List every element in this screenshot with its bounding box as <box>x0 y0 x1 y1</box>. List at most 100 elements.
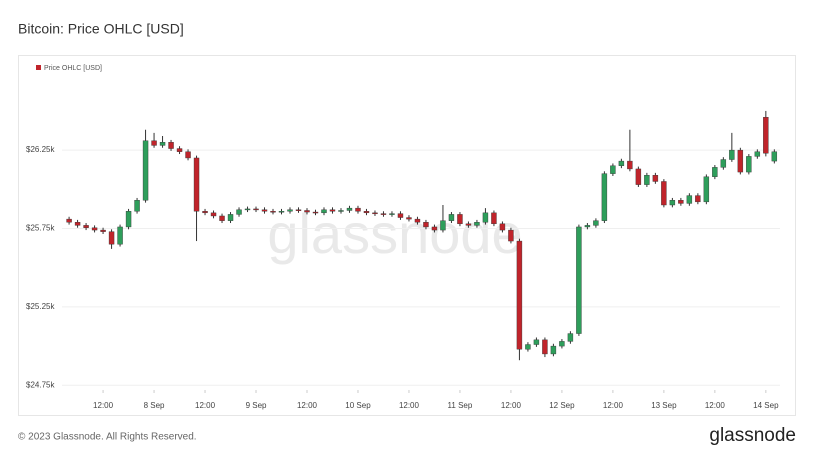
candle-body <box>448 214 455 221</box>
candle-body <box>312 211 319 214</box>
candle-body <box>253 208 259 211</box>
y-tick-label: $25.25k <box>26 302 55 311</box>
candle-body <box>457 214 463 225</box>
candle-body <box>737 149 744 173</box>
y-tick-label: $26.25k <box>26 145 55 154</box>
x-tick-label: 12:00 <box>603 401 624 410</box>
x-tick-label: 12:00 <box>93 401 114 410</box>
candle-body <box>550 345 557 355</box>
candle-body <box>567 333 574 342</box>
logo: glassnode <box>709 425 796 446</box>
candle-body <box>117 226 123 245</box>
candle-body <box>423 222 429 228</box>
candle-body <box>516 240 523 350</box>
candle-body <box>278 211 285 213</box>
candle-body <box>669 200 676 206</box>
x-tick-label: 8 Sep <box>144 401 165 410</box>
candle-body <box>763 116 769 154</box>
candle-body <box>644 175 650 185</box>
candle-body <box>74 222 81 226</box>
watermark: glassnode <box>267 202 522 265</box>
y-tick-label: $25.75k <box>26 224 55 233</box>
candle-body <box>380 213 387 215</box>
x-tick-label: 13 Sep <box>651 401 677 410</box>
candle-body <box>576 226 582 334</box>
candle-body <box>431 226 438 231</box>
candle-body <box>151 140 157 146</box>
candle-body <box>703 176 710 203</box>
candle-body <box>406 217 412 220</box>
candle-body <box>363 211 370 214</box>
x-tick-label: 12:00 <box>297 401 318 410</box>
candle-body <box>508 229 514 242</box>
candle-body <box>108 231 115 245</box>
x-tick-label: 9 Sep <box>246 401 267 410</box>
x-tick-label: 11 Sep <box>448 401 473 410</box>
candle-body <box>287 209 293 212</box>
candle-body <box>746 156 752 173</box>
candle-body <box>372 212 378 215</box>
candle-body <box>482 212 489 223</box>
x-tick-label: 12:00 <box>705 401 726 410</box>
candle-body <box>168 142 174 149</box>
candle-body <box>66 218 72 223</box>
candle-body <box>244 208 251 211</box>
candle-body <box>695 195 701 203</box>
legend-swatch <box>36 65 41 70</box>
x-tick-label: 12:00 <box>399 401 420 410</box>
candle-body <box>321 209 327 214</box>
candle-body <box>712 167 718 177</box>
candle-body <box>771 151 778 162</box>
candle-body <box>83 225 89 228</box>
candle-body <box>559 341 565 347</box>
x-tick-label: 12 Sep <box>549 401 575 410</box>
candle-body <box>261 209 268 212</box>
candle-body <box>627 160 633 170</box>
candle-body <box>678 200 684 204</box>
candle-body <box>720 159 727 168</box>
candle-body <box>635 168 642 185</box>
candle-body <box>159 142 166 146</box>
candle-body <box>525 344 531 350</box>
candle-body <box>618 160 625 166</box>
candle-body <box>440 220 446 231</box>
candle-body <box>729 149 735 160</box>
candle-body <box>584 225 591 228</box>
plot-frame <box>18 55 796 416</box>
candle-body <box>610 165 616 174</box>
x-tick-label: 12:00 <box>195 401 216 410</box>
candle-body <box>202 211 208 214</box>
candle-body <box>100 229 106 232</box>
candle-body <box>397 213 404 218</box>
candle-body <box>601 173 608 221</box>
chart-title: Bitcoin: Price OHLC [USD] <box>18 21 184 37</box>
candle-body <box>661 181 667 206</box>
candle-body <box>414 218 421 223</box>
candle-body <box>176 148 183 152</box>
candle-body <box>542 339 548 355</box>
candle-body <box>125 211 132 228</box>
candle-body <box>236 209 242 215</box>
candle-body <box>270 211 276 213</box>
y-tick-label: $24.75k <box>26 380 55 389</box>
candle-body <box>389 213 395 215</box>
candle-body <box>499 223 506 231</box>
candle-body <box>193 157 200 212</box>
candle-body <box>185 151 191 159</box>
footer: © 2023 Glassnode. All Rights Reserved. <box>18 432 197 443</box>
candle-body <box>355 207 361 212</box>
candle-body <box>219 215 225 221</box>
candle-body <box>754 151 761 157</box>
candle-body <box>295 209 302 211</box>
candle-body <box>329 209 336 212</box>
x-tick-label: 10 Sep <box>345 401 371 410</box>
candle-body <box>134 200 140 212</box>
candle-body <box>227 214 234 221</box>
legend-label[interactable]: Price OHLC [USD] <box>44 65 102 72</box>
candle-body <box>593 220 599 226</box>
candle-body <box>652 175 659 182</box>
candle-body <box>346 207 353 211</box>
x-tick-label: 14 Sep <box>753 401 779 410</box>
